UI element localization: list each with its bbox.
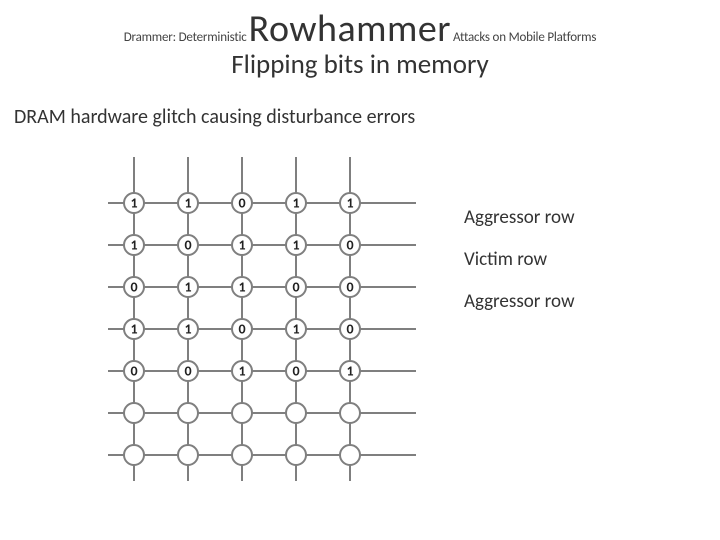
memory-cell bbox=[178, 403, 198, 423]
row-label: Victim row bbox=[464, 239, 575, 281]
memory-cell-bit: 1 bbox=[292, 195, 299, 212]
memory-grid-svg: 1 1 0 1 1 1 0 1 1 0 0 1 1 0 0 1 1 0 1 0 0 0 1 0 1 bbox=[108, 157, 416, 481]
slide-title: Drammer: Deterministic Rowhammer Attacks… bbox=[0, 0, 720, 52]
memory-cell bbox=[232, 445, 252, 465]
memory-cell-bit: 1 bbox=[292, 237, 299, 254]
memory-cell-bit: 1 bbox=[184, 279, 191, 296]
title-right-small: Attacks on Mobile Platforms bbox=[453, 30, 596, 45]
memory-cell-bit: 1 bbox=[130, 195, 137, 212]
memory-cell bbox=[286, 445, 306, 465]
memory-cell-bit: 1 bbox=[238, 363, 245, 380]
memory-cell bbox=[340, 445, 360, 465]
memory-cell bbox=[124, 445, 144, 465]
row-label: Aggressor row bbox=[464, 197, 575, 239]
row-labels: Aggressor row Victim row Aggressor row bbox=[464, 197, 575, 322]
memory-cell-bit: 0 bbox=[130, 363, 137, 380]
memory-cell bbox=[232, 403, 252, 423]
memory-cell-bit: 0 bbox=[184, 363, 191, 380]
memory-cell bbox=[178, 445, 198, 465]
memory-cell bbox=[124, 403, 144, 423]
memory-cell-bit: 0 bbox=[238, 321, 245, 338]
memory-cell-bit: 0 bbox=[292, 279, 299, 296]
row-label: Aggressor row bbox=[464, 281, 575, 323]
memory-grid-diagram: 1 1 0 1 1 1 0 1 1 0 0 1 1 0 0 1 1 0 1 0 0 0 1 0 1 bbox=[108, 157, 416, 481]
memory-cell bbox=[340, 403, 360, 423]
memory-cell-bit: 1 bbox=[184, 321, 191, 338]
memory-cell-bit: 0 bbox=[130, 279, 137, 296]
memory-cell-bit: 1 bbox=[238, 237, 245, 254]
memory-cell-bit: 0 bbox=[292, 363, 299, 380]
memory-cell-bit: 0 bbox=[346, 321, 353, 338]
memory-cell-bit: 1 bbox=[346, 195, 353, 212]
title-big: Rowhammer bbox=[249, 6, 451, 52]
title-left-small: Drammer: Deterministic bbox=[124, 30, 247, 45]
memory-cell bbox=[286, 403, 306, 423]
memory-cell-bit: 1 bbox=[130, 321, 137, 338]
memory-cell-bit: 1 bbox=[184, 195, 191, 212]
memory-cell-bit: 0 bbox=[346, 237, 353, 254]
memory-cell-bit: 0 bbox=[346, 279, 353, 296]
description-text: DRAM hardware glitch causing disturbance… bbox=[14, 105, 720, 129]
memory-cell-bit: 1 bbox=[238, 279, 245, 296]
memory-cell-bit: 1 bbox=[346, 363, 353, 380]
memory-cell-bit: 0 bbox=[184, 237, 191, 254]
memory-cell-bit: 1 bbox=[292, 321, 299, 338]
memory-cell-bit: 1 bbox=[130, 237, 137, 254]
memory-cell-bit: 0 bbox=[238, 195, 245, 212]
slide-subtitle: Flipping bits in memory bbox=[0, 48, 720, 81]
